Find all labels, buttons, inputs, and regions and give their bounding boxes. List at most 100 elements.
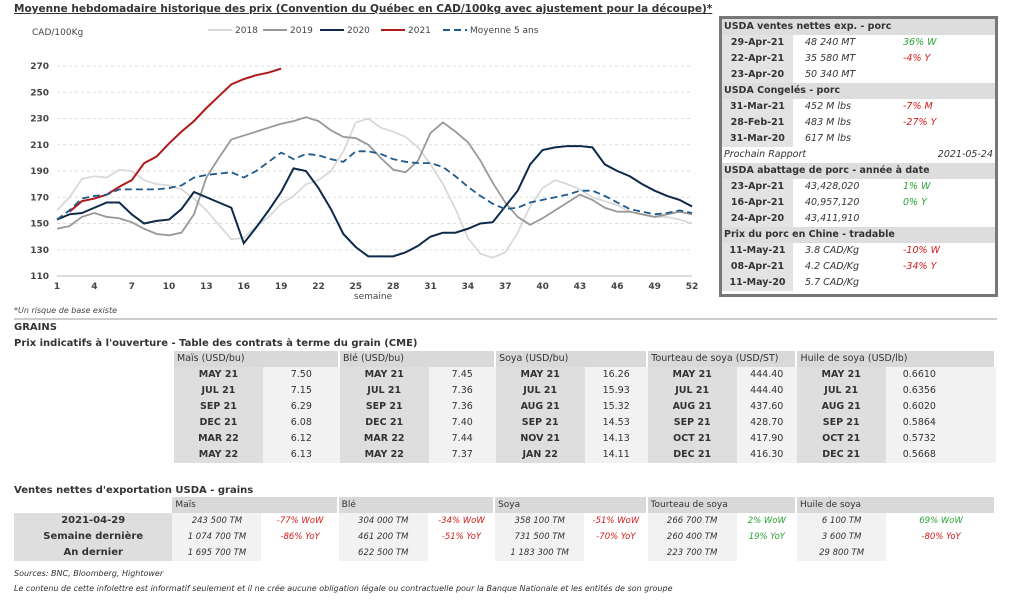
column-header: Maïs (USD/bu) <box>174 351 338 367</box>
column-header: Maïs <box>172 497 337 513</box>
export-volume: 243 500 TM <box>172 513 262 529</box>
x-tick-label: 46 <box>611 282 624 292</box>
legend-label: 2020 <box>347 26 370 36</box>
grains-heading: GRAINS <box>14 322 57 333</box>
row-date: 22-Apr-21 <box>722 51 793 67</box>
contract-price: 0.5864 <box>885 415 996 431</box>
legend-item: 2018 <box>208 26 258 36</box>
contract-price: 0.5668 <box>885 447 996 463</box>
row-change <box>903 131 995 147</box>
exports-header-row: Maïs Blé Soya Tourteau de soya Huile de soya <box>14 497 996 513</box>
contract-month: AUG 21 <box>796 399 886 415</box>
contract-price: 15.32 <box>584 399 648 415</box>
row-value: 4.2 CAD/Kg <box>805 261 860 272</box>
column-header: Tourteau de soya <box>647 497 796 513</box>
section-divider <box>14 318 997 320</box>
export-volume: 29 800 TM <box>797 545 887 561</box>
contract-price: 417.90 <box>736 431 797 447</box>
risk-note: *Un risque de base existe <box>14 306 118 315</box>
y-axis-label: CAD/100Kg <box>32 28 83 38</box>
panel-row: 16-Apr-21 40,957,120 0% Y <box>722 195 995 211</box>
contract-month: MAY 22 <box>174 447 263 463</box>
x-tick-label: 16 <box>237 282 250 292</box>
contract-price: 0.6020 <box>885 399 996 415</box>
next-report-row: Prochain Rapport 2021-05-24 <box>722 147 995 163</box>
y-tick-label: 130 <box>30 246 49 256</box>
panel-row: 28-Feb-21 483 M lbs -27% Y <box>722 115 995 131</box>
x-tick-label: 7 <box>129 282 135 292</box>
price-chart: 110 130 150 170 190 210 230 250 270 1 4 7 10 13 16 19 22… <box>30 26 699 302</box>
contract-month: SEP 21 <box>647 415 737 431</box>
contract-month: DEC 21 <box>796 447 886 463</box>
x-tick-label: 34 <box>462 282 475 292</box>
contract-month: MAY 22 <box>339 447 429 463</box>
futures-row: MAY 22 6.13 MAY 22 7.37 JAN 22 14.11 DEC 21 416… <box>174 447 996 463</box>
panel-row: 31-Mar-20 617 M lbs <box>722 131 995 147</box>
contract-month: MAY 21 <box>495 367 585 383</box>
panel-row: 31-Mar-21 452 M lbs -7% M <box>722 99 995 115</box>
x-tick-label: 43 <box>574 282 587 292</box>
header-spacer <box>14 497 172 513</box>
next-report-label: Prochain Rapport <box>724 149 807 160</box>
column-header: Blé (USD/bu) <box>339 351 495 367</box>
row-change: 1% W <box>903 181 931 192</box>
row-change: -7% M <box>903 101 933 112</box>
contract-price: 0.6356 <box>885 383 996 399</box>
column-header: Huile de soya (USD/lb) <box>797 351 995 367</box>
contract-month: OCT 21 <box>647 431 737 447</box>
row-label: 2021-04-29 <box>14 513 173 529</box>
row-date: 08-Apr-21 <box>722 259 793 275</box>
row-date: 29-Apr-21 <box>722 35 793 51</box>
y-tick-label: 190 <box>30 167 49 177</box>
export-change <box>427 545 496 561</box>
panel-row: 24-Apr-20 43,411,910 <box>722 211 995 227</box>
contract-price: 416.30 <box>736 447 797 463</box>
contract-month: NOV 21 <box>495 431 585 447</box>
contract-price: 14.13 <box>584 431 648 447</box>
futures-row: DEC 21 6.08 DEC 21 7.40 SEP 21 14.53 SEP 21 428… <box>174 415 996 431</box>
export-change <box>584 545 648 561</box>
futures-row: MAY 21 7.50 MAY 21 7.45 MAY 21 16.26 MAY 21 444… <box>174 367 996 383</box>
row-date: 28-Feb-21 <box>722 115 793 131</box>
export-change: -86% YoY <box>261 529 339 545</box>
row-date: 31-Mar-20 <box>722 131 793 147</box>
export-volume: 3 600 TM <box>797 529 887 545</box>
row-value: 35 580 MT <box>805 53 856 64</box>
export-volume: 1 074 700 TM <box>172 529 262 545</box>
contract-month: JUL 21 <box>647 383 737 399</box>
export-change: 2% WoW <box>736 513 798 529</box>
export-volume: 260 400 TM <box>647 529 737 545</box>
column-header: Tourteau de soya (USD/ST) <box>648 351 796 367</box>
contract-month: SEP 21 <box>796 415 886 431</box>
export-change: 69% WoW <box>886 513 997 529</box>
x-tick-label: 25 <box>350 282 363 292</box>
contract-price: 7.15 <box>262 383 340 399</box>
row-value: 452 M lbs <box>805 101 851 112</box>
row-value: 3.8 CAD/Kg <box>805 245 860 256</box>
contract-month: SEP 21 <box>339 399 429 415</box>
x-tick-label: 1 <box>54 282 60 292</box>
contract-price: 444.40 <box>736 383 797 399</box>
export-change <box>261 545 339 561</box>
export-volume: 304 000 TM <box>338 513 428 529</box>
contract-month: JUL 21 <box>495 383 585 399</box>
export-change <box>886 545 997 561</box>
row-value: 617 M lbs <box>805 133 851 144</box>
contract-month: SEP 21 <box>174 399 263 415</box>
next-report-date: 2021-05-24 <box>937 149 993 160</box>
contract-price: 444.40 <box>736 367 797 383</box>
legend-item: Moyenne 5 ans <box>443 26 539 36</box>
y-tick-label: 170 <box>30 193 49 203</box>
export-change: -51% YoY <box>427 529 496 545</box>
row-value: 43,428,020 <box>805 181 860 192</box>
contract-price: 6.29 <box>262 399 340 415</box>
export-volume: 622 500 TM <box>338 545 428 561</box>
panel-row: 11-May-20 5.7 CAD/Kg <box>722 275 995 291</box>
contract-price: 6.08 <box>262 415 340 431</box>
futures-table: Maïs (USD/bu) Blé (USD/bu) Soya (USD/bu) To… <box>174 351 996 463</box>
x-tick-label: 52 <box>686 282 699 292</box>
row-change: 36% W <box>903 37 937 48</box>
contract-month: AUG 21 <box>495 399 585 415</box>
contract-month: AUG 21 <box>647 399 737 415</box>
row-label: An dernier <box>14 545 173 561</box>
